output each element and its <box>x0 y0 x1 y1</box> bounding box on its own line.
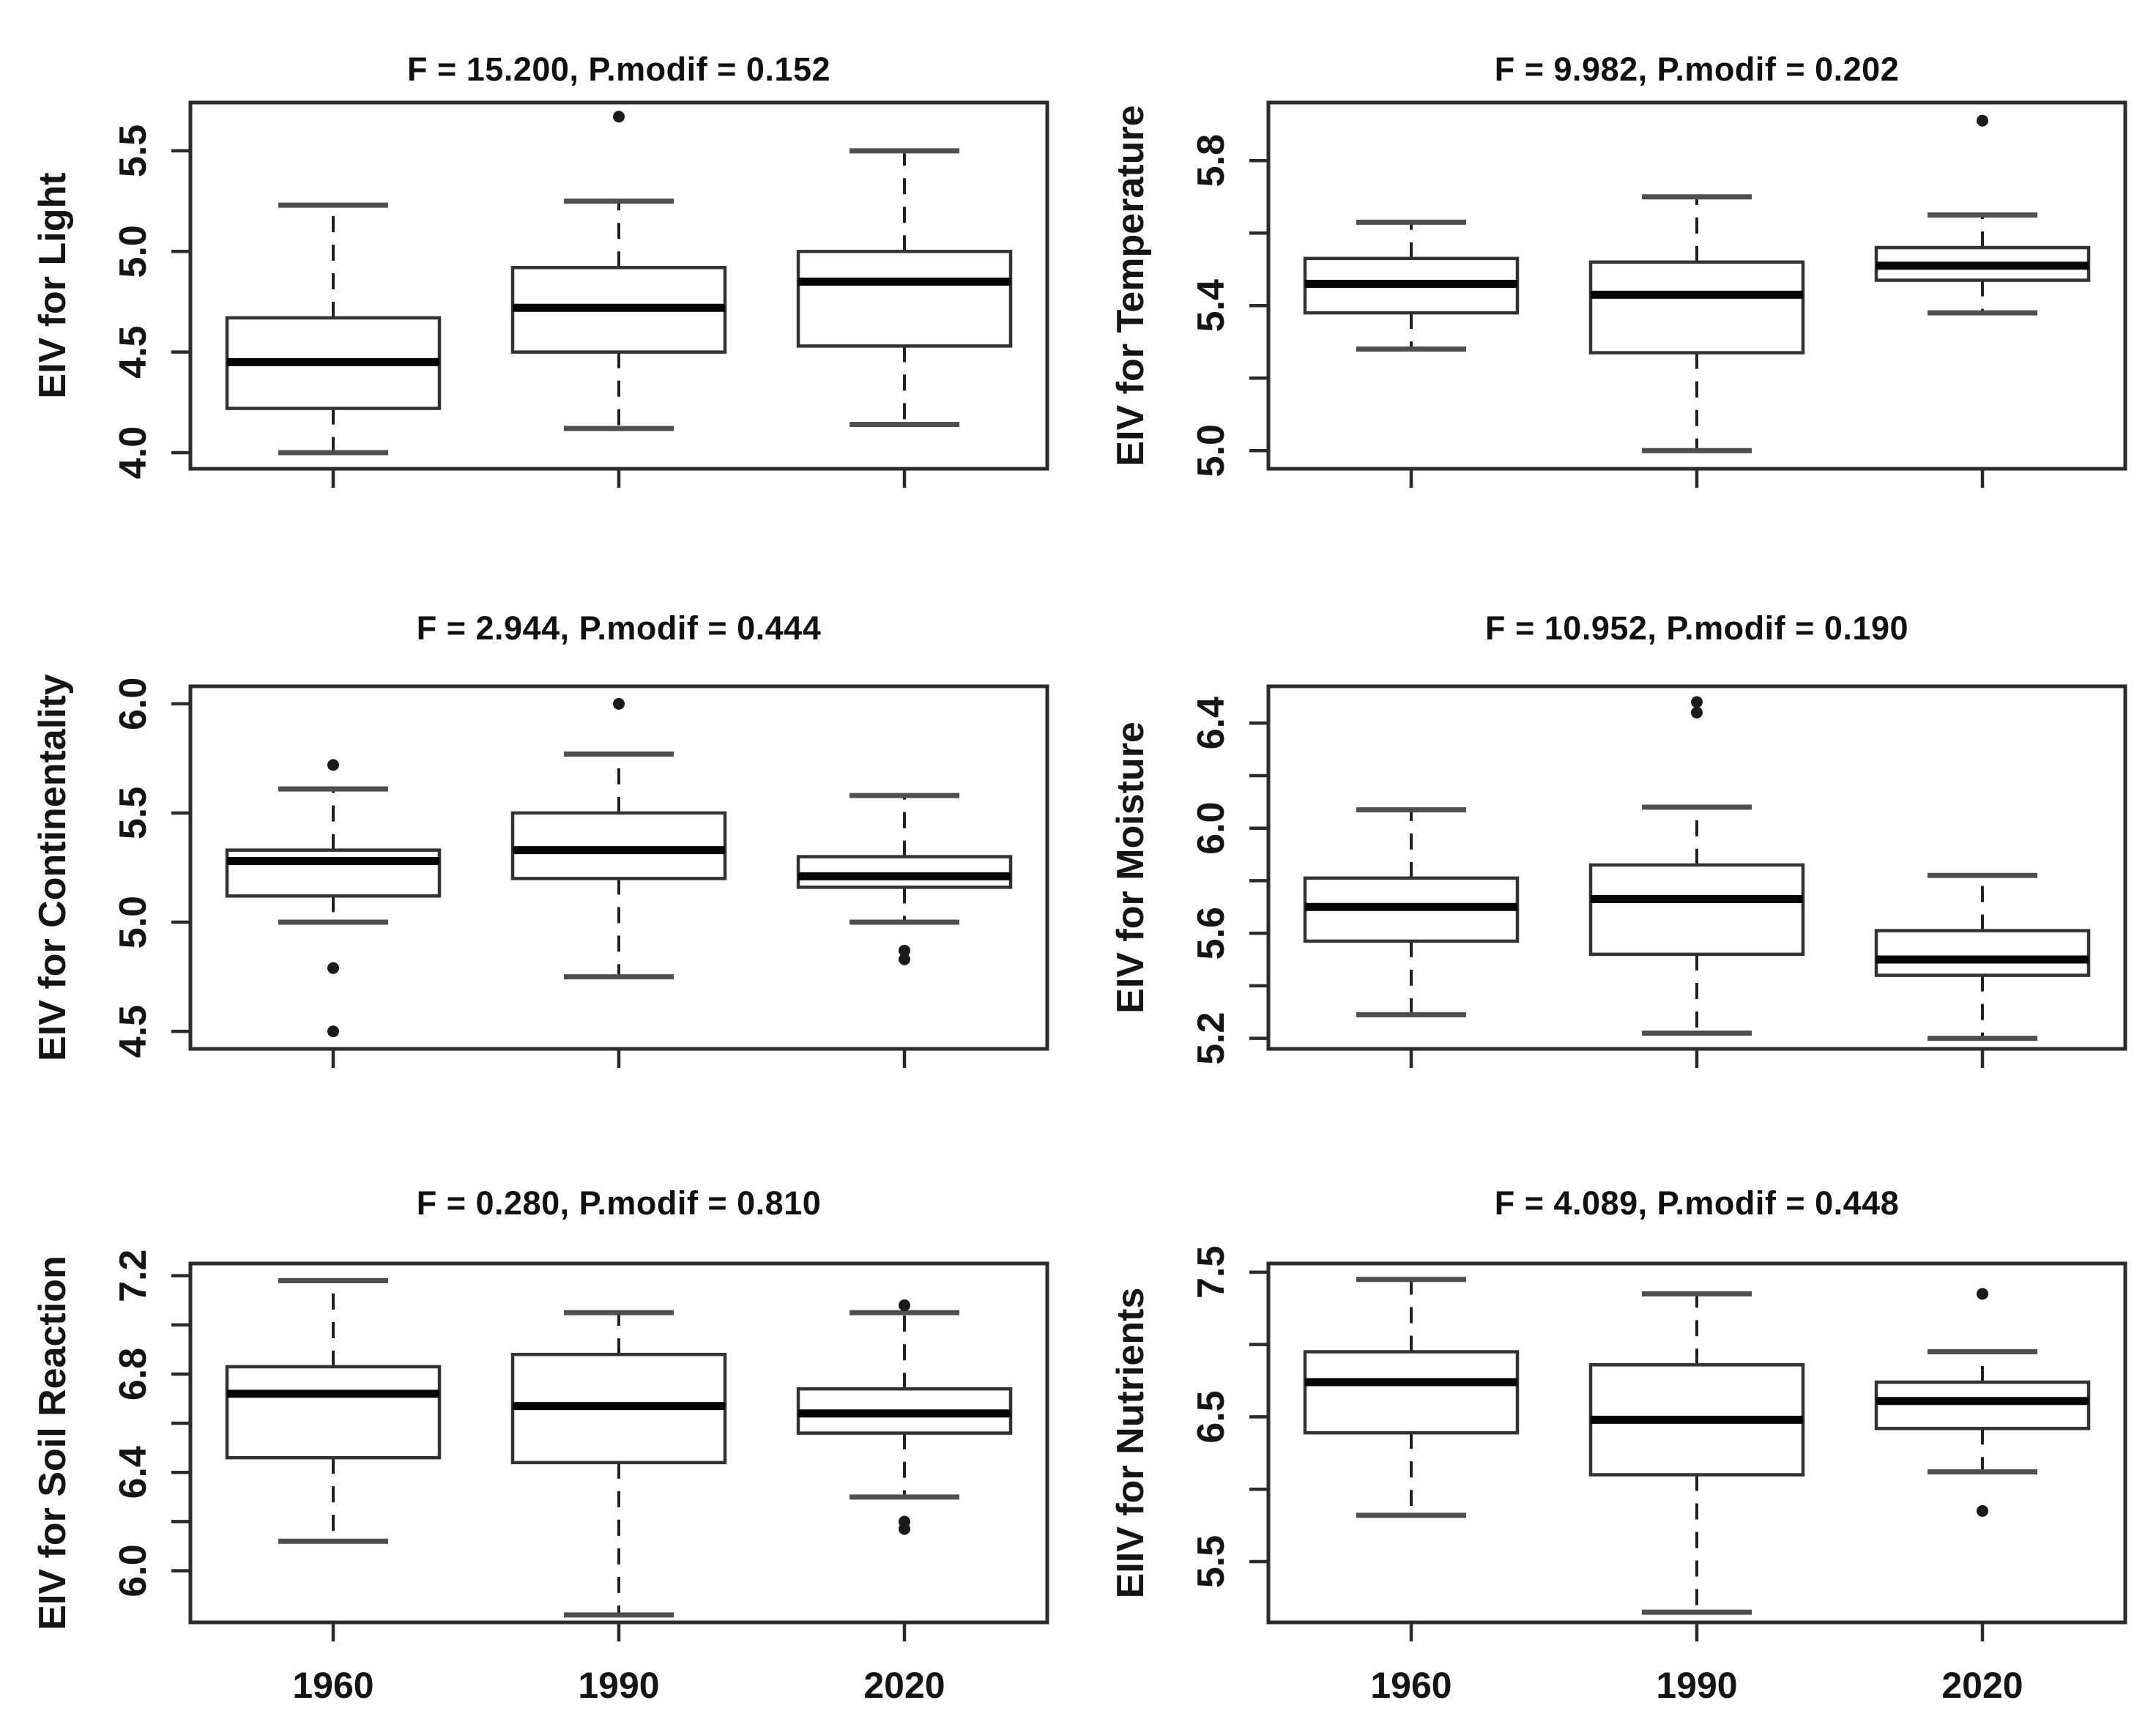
outlier-point-1960 <box>327 1025 339 1038</box>
outlier-point-2020 <box>899 1299 910 1312</box>
outlier-point-2020 <box>899 944 910 957</box>
y-tick-label: 4.0 <box>112 426 155 479</box>
iqr-box-1990 <box>1588 260 1805 355</box>
iqr-box-2020 <box>796 250 1013 348</box>
iqr-box-1990 <box>510 811 727 880</box>
iqr-box-1960 <box>225 1365 442 1460</box>
outlier-point-2020 <box>899 1515 910 1528</box>
outlier-point-2020 <box>1977 114 1988 127</box>
y-tick-label: 5.5 <box>112 125 155 177</box>
outlier-point-2020 <box>899 953 910 965</box>
y-tick-label: 6.0 <box>112 1544 155 1597</box>
x-tick-label-1960: 1960 <box>292 1665 373 1706</box>
y-axis-title: EIV for Light <box>31 172 74 398</box>
y-tick-label: 5.0 <box>1190 424 1233 477</box>
boxplot-eiv-continentality: 4.5 5.0 5.5 6.0 EIV for Continentality <box>31 674 1049 1068</box>
panel-eiv-soil-reaction: F = 0.280, P.modif = 0.810 6.0 6.4 6.8 7.2 E… <box>0 1084 1078 1722</box>
y-tick-label: 4.5 <box>112 1005 155 1058</box>
outlier-point-1990 <box>1691 696 1703 708</box>
iqr-box-1960 <box>225 848 442 898</box>
boxplot-eiv-light: 4.0 4.5 5.0 5.5 EIV for Light <box>31 100 1049 488</box>
iqr-box-1990 <box>1588 863 1805 957</box>
x-tick-label-2020: 2020 <box>863 1665 945 1706</box>
y-tick-label: 6.8 <box>112 1348 155 1400</box>
y-axis-title: EIV for Moisture <box>1109 721 1152 1014</box>
panel-title-continentality: F = 2.944, P.modif = 0.444 <box>416 609 822 647</box>
panel-title-light: F = 15.200, P.modif = 0.152 <box>407 51 830 89</box>
panel-eiv-moisture: F = 10.952, P.modif = 0.190 5.2 5.6 6.0 6.4… <box>1078 513 2156 1084</box>
y-tick-label: 5.2 <box>1190 1012 1233 1065</box>
panel-eiv-continentality: F = 2.944, P.modif = 0.444 4.5 5.0 5.5 6.0 E… <box>0 513 1078 1084</box>
y-tick-label: 6.4 <box>1190 697 1233 749</box>
panel-title-nutrients: F = 4.089, P.modif = 0.448 <box>1494 1184 1900 1222</box>
y-axis-title: EIV for Soil Reaction <box>31 1255 74 1630</box>
y-axis-title: EIV for Continentality <box>31 674 74 1061</box>
outlier-point-2020 <box>1977 1288 1988 1300</box>
y-axis-title: EIV for Temperature <box>1109 105 1152 466</box>
y-tick-label: 5.4 <box>1190 279 1233 332</box>
iqr-box-2020 <box>1874 929 2091 977</box>
y-tick-label: 5.8 <box>1190 134 1233 187</box>
iqr-box-1960 <box>1303 1350 1520 1435</box>
panel-eiv-temperature: F = 9.982, P.modif = 0.202 5.0 5.4 5.8 EIV … <box>1078 0 2156 513</box>
outlier-point-2020 <box>1977 1504 1988 1517</box>
y-tick-label: 7.5 <box>1190 1246 1233 1299</box>
panel-eiv-light: F = 15.200, P.modif = 0.152 4.0 4.5 5.0 5.5… <box>0 0 1078 513</box>
y-tick-label: 7.2 <box>112 1250 155 1302</box>
y-axis-title: EIIV for Nutrients <box>1109 1288 1152 1599</box>
x-tick-label-1990: 1990 <box>578 1665 659 1706</box>
boxplot-eiv-soil-reaction: 6.0 6.4 6.8 7.2 EIV for Soil Reaction 1960 199… <box>31 1250 1049 1706</box>
y-tick-label: 6.0 <box>112 678 155 730</box>
outlier-point-1960 <box>327 962 339 974</box>
y-tick-label: 4.5 <box>112 326 155 379</box>
iqr-box-2020 <box>796 855 1013 889</box>
y-tick-label: 5.0 <box>112 896 155 949</box>
outlier-point-1990 <box>1691 706 1703 719</box>
y-tick-label: 5.0 <box>112 225 155 278</box>
y-tick-label: 6.0 <box>1190 802 1233 855</box>
x-tick-label-1990: 1990 <box>1656 1665 1737 1706</box>
y-tick-label: 6.5 <box>1190 1390 1233 1443</box>
panel-title-temperature: F = 9.982, P.modif = 0.202 <box>1494 51 1900 89</box>
y-tick-label: 5.5 <box>1190 1535 1233 1588</box>
panel-title-moisture: F = 10.952, P.modif = 0.190 <box>1485 609 1908 647</box>
y-tick-label: 5.6 <box>1190 907 1233 960</box>
outlier-point-1960 <box>327 759 339 771</box>
y-tick-label: 6.4 <box>112 1446 155 1499</box>
boxplot-eiiv-nutrients: 5.5 6.5 7.5 EIIV for Nutrients 1960 1990 2020 <box>1109 1246 2127 1706</box>
x-tick-label-2020: 2020 <box>1941 1665 2023 1706</box>
outlier-point-1990 <box>613 111 625 123</box>
x-tick-label-1960: 1960 <box>1370 1665 1451 1706</box>
panel-eiiv-nutrients: F = 4.089, P.modif = 0.448 5.5 6.5 7.5 EIIV… <box>1078 1084 2156 1722</box>
boxplot-eiv-temperature: 5.0 5.4 5.8 EIV for Temperature <box>1109 100 2127 488</box>
boxplot-eiv-moisture: 5.2 5.6 6.0 6.4 EIV for Moisture <box>1109 684 2127 1068</box>
panel-title-soil-reaction: F = 0.280, P.modif = 0.810 <box>416 1184 822 1222</box>
iqr-box-2020 <box>1874 1380 2091 1430</box>
outlier-point-1990 <box>613 697 625 710</box>
y-tick-label: 5.5 <box>112 787 155 839</box>
